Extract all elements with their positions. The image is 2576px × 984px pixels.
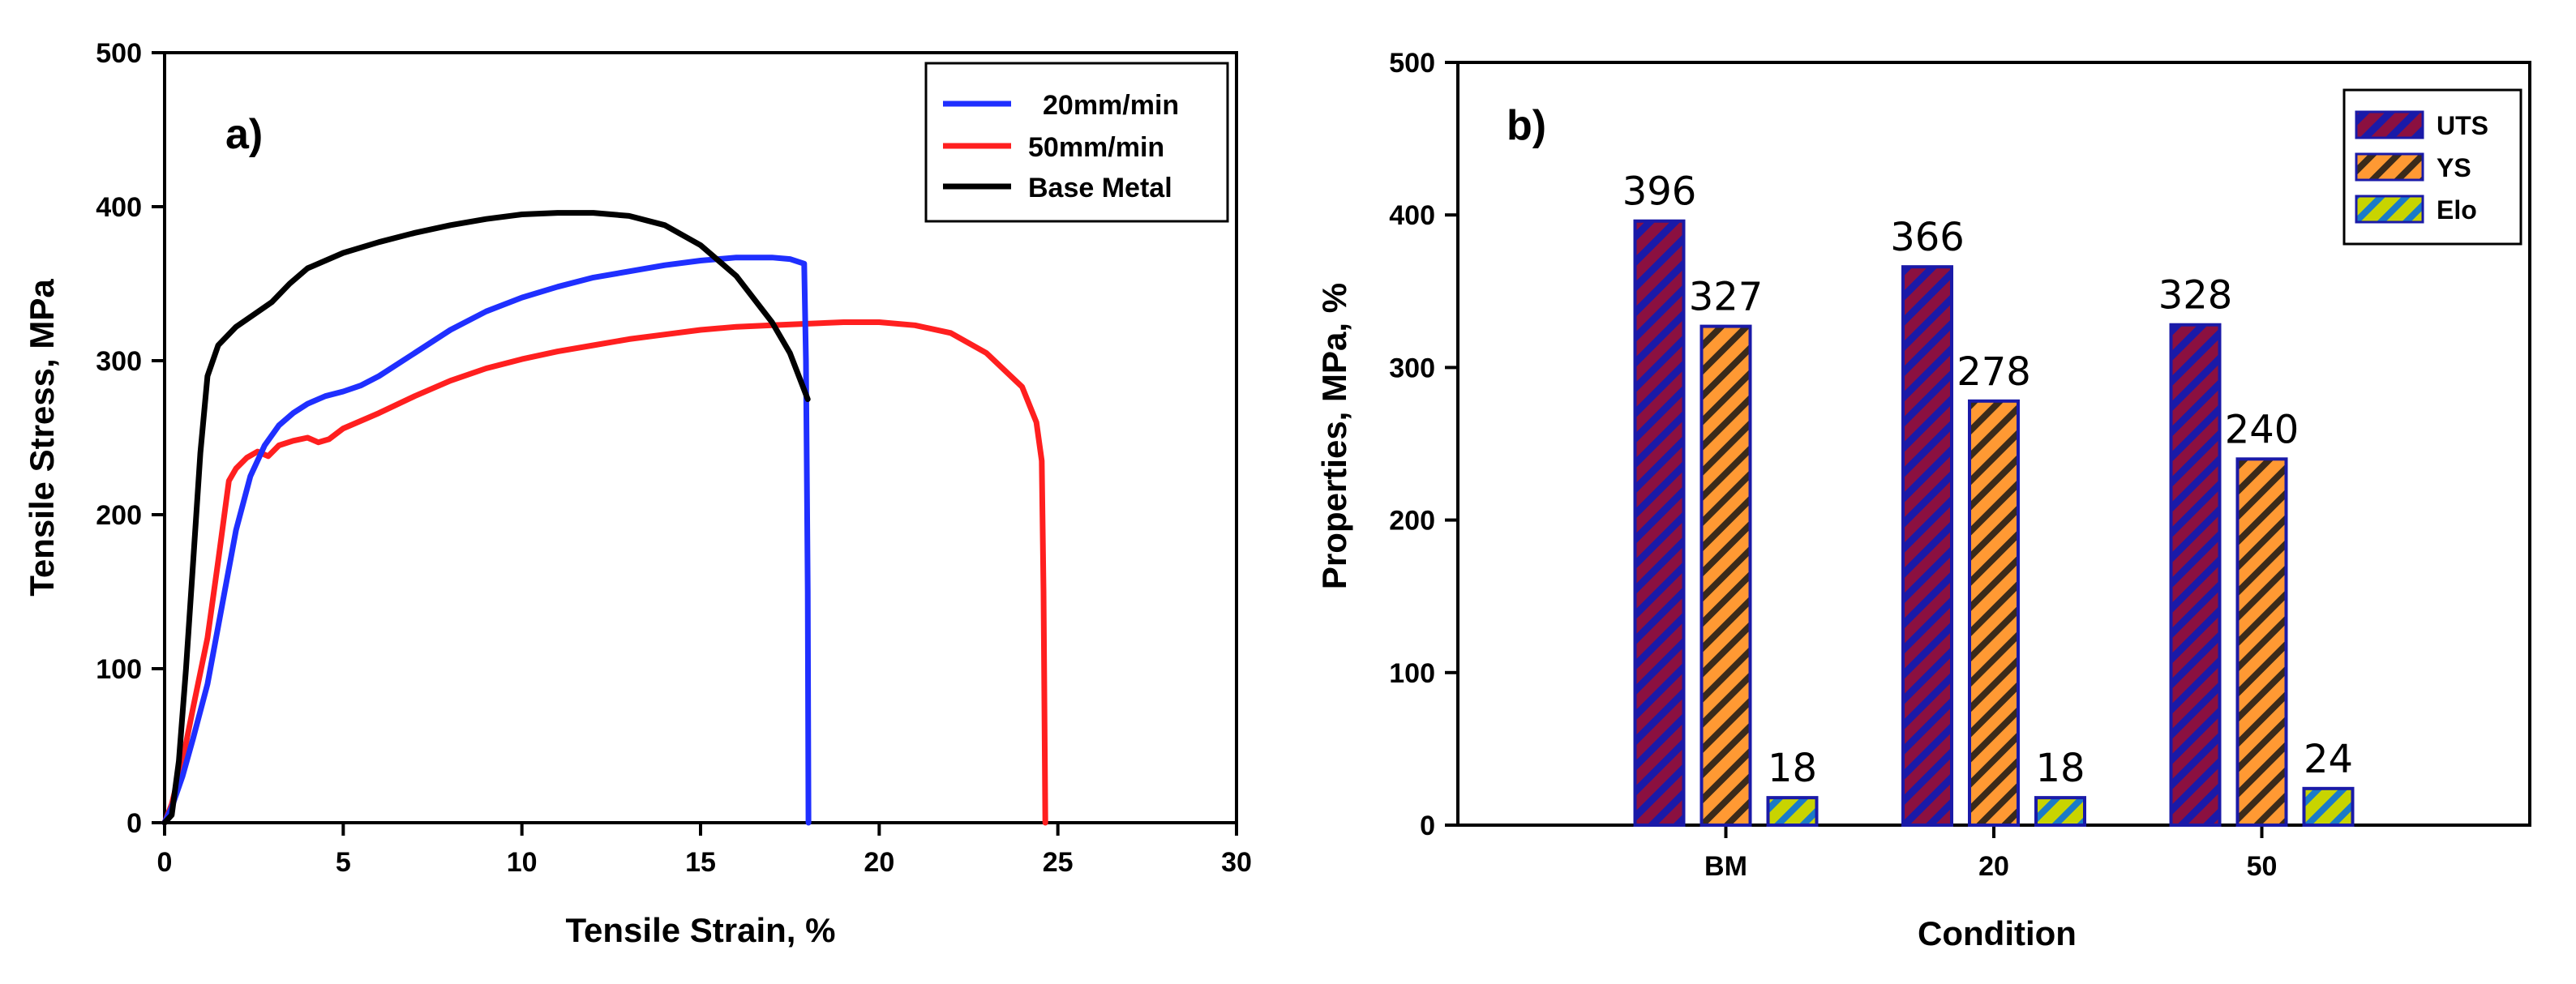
y-axis-title-b: Properties, MPa, % [1315,283,1353,589]
category-label: 50 [2247,851,2278,882]
legend-swatch-elo [2355,195,2424,224]
y-tick-label-a: 100 [96,654,142,685]
y-tick-label-a: 500 [96,38,142,69]
axes-b: 0 100 200 300 400 500 BM 20 50 [1389,48,2277,882]
y-tick-label-b: 500 [1389,48,1435,79]
x-tick-label-a: 5 [336,847,351,878]
bar-ys [1699,324,1752,827]
legend-swatch-ys [2355,152,2424,182]
x-axis-title-b: Condition [1918,914,2077,952]
legend-box-a [924,62,1229,223]
data-label: 396 [1622,169,1697,215]
x-tick-label-a: 15 [685,847,716,878]
legend-label-elo: Elo [2437,195,2477,225]
bars-b: 396 366 328 327 278 240 18 18 24 [1622,169,2355,828]
x-tick-label-a: 0 [157,847,173,878]
y-tick-label-b: 100 [1389,658,1435,689]
y-axis-title-a: Tensile Stress, MPa [23,279,61,597]
data-label: 327 [1689,275,1764,320]
y-tick-label-b: 0 [1420,811,1435,841]
data-label: 328 [2158,273,2233,319]
y-tick-label-a: 200 [96,500,142,531]
data-label: 366 [1890,215,1965,260]
data-label: 24 [2304,737,2353,782]
legend-a: 20mm/min 50mm/min Base Metal [924,62,1229,223]
bar-ys [2235,457,2288,827]
legend-label-uts: UTS [2437,111,2488,140]
properties-bar-chart: 0 100 200 300 400 500 BM 20 50 396 366 328 327 278 24… [1315,48,2531,952]
legend-label-50mm: 50mm/min [1028,132,1164,163]
legend-label-ys: YS [2437,153,2471,182]
legend-b: UTS YS Elo [2342,88,2522,246]
y-tick-label-b: 300 [1389,353,1435,383]
y-tick-label-b: 400 [1389,200,1435,231]
series-line-20mm-min [161,255,812,826]
bar-elo [2302,786,2355,827]
legend-label-20mm: 20mm/min [1043,90,1179,121]
data-label: 278 [1957,349,2031,395]
x-axis-title-a: Tensile Strain, % [566,911,836,949]
y-tick-label-a: 0 [126,808,142,839]
series-lines-a [161,210,1048,826]
category-label: 20 [1978,851,2009,882]
legend-label-base-metal: Base Metal [1028,173,1172,203]
legend-swatch-uts [2355,110,2424,139]
data-label: 18 [1768,746,1817,791]
y-tick-label-b: 200 [1389,506,1435,537]
series-line-base-metal [161,210,811,826]
series-line-50mm-min [161,319,1048,826]
bar-uts [1901,265,1953,827]
bar-ys [1968,399,2020,827]
x-tick-label-a: 10 [507,847,538,878]
data-label: 240 [2225,407,2300,452]
panel-label-a: a) [225,111,263,158]
bar-elo [2034,796,2086,828]
x-tick-label-a: 30 [1221,847,1252,878]
bar-elo [1766,796,1819,828]
data-label: 18 [2035,746,2085,791]
bar-uts [2169,323,2222,828]
panel-label-b: b) [1507,102,1546,149]
category-label: BM [1704,851,1747,882]
y-tick-label-a: 400 [96,192,142,223]
y-tick-label-a: 300 [96,346,142,377]
x-tick-label-a: 25 [1043,847,1074,878]
bar-uts [1633,219,1686,827]
x-tick-label-a: 20 [864,847,894,878]
